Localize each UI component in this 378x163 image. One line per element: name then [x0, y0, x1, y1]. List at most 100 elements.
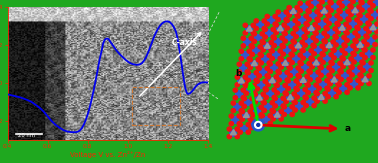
Circle shape [269, 40, 273, 44]
Circle shape [284, 18, 288, 22]
Circle shape [355, 25, 359, 30]
Circle shape [315, 92, 319, 96]
Bar [340, 11, 348, 19]
Bar [352, 67, 360, 75]
Circle shape [315, 10, 319, 14]
Circle shape [272, 44, 276, 48]
Circle shape [254, 71, 259, 75]
Circle shape [359, 0, 363, 4]
Bar [292, 55, 300, 63]
Circle shape [307, 10, 311, 14]
Circle shape [229, 122, 234, 126]
Bar [264, 103, 272, 110]
Circle shape [357, 13, 361, 17]
Circle shape [324, 18, 328, 22]
Circle shape [235, 134, 239, 139]
Circle shape [270, 101, 274, 105]
Circle shape [294, 27, 298, 31]
Circle shape [309, 0, 313, 1]
Circle shape [325, 34, 329, 38]
Circle shape [310, 65, 314, 69]
Circle shape [325, 86, 329, 90]
Circle shape [279, 117, 284, 121]
Circle shape [251, 31, 256, 35]
Circle shape [302, 27, 306, 31]
Circle shape [309, 4, 313, 8]
Circle shape [355, 18, 359, 22]
Circle shape [288, 74, 292, 78]
Circle shape [227, 134, 231, 139]
Circle shape [285, 70, 289, 74]
Polygon shape [282, 60, 288, 65]
Circle shape [349, 57, 353, 61]
Circle shape [240, 110, 245, 114]
Bar [369, 24, 377, 32]
Circle shape [271, 109, 276, 113]
Circle shape [334, 95, 338, 99]
Circle shape [366, 13, 370, 18]
Polygon shape [321, 8, 327, 13]
Circle shape [267, 61, 271, 65]
Bar [273, 111, 281, 119]
Circle shape [283, 83, 287, 87]
Circle shape [274, 75, 278, 79]
Circle shape [356, 78, 360, 82]
Circle shape [334, 87, 338, 91]
Circle shape [242, 97, 246, 101]
Circle shape [259, 53, 263, 57]
Circle shape [260, 39, 264, 44]
Polygon shape [290, 8, 296, 13]
Circle shape [343, 51, 347, 55]
Circle shape [274, 82, 278, 87]
Circle shape [312, 104, 316, 108]
Bar [308, 85, 316, 93]
Circle shape [348, 4, 352, 8]
Bar [294, 42, 302, 50]
Circle shape [249, 118, 253, 122]
Circle shape [254, 19, 259, 23]
Circle shape [279, 109, 284, 113]
Circle shape [286, 87, 290, 91]
Bar [356, 41, 364, 49]
Circle shape [329, 1, 333, 5]
Bar [373, 0, 378, 6]
Bar [320, 7, 328, 15]
Circle shape [233, 96, 237, 100]
Circle shape [245, 62, 249, 66]
Bar [276, 25, 284, 33]
Circle shape [331, 40, 335, 44]
Circle shape [357, 5, 361, 9]
Circle shape [306, 91, 310, 95]
Circle shape [262, 19, 266, 23]
Polygon shape [230, 130, 236, 135]
Bar [263, 42, 271, 50]
Circle shape [303, 87, 307, 92]
Circle shape [320, 52, 324, 56]
Bar [241, 51, 249, 59]
Circle shape [300, 48, 304, 52]
Circle shape [349, 5, 353, 9]
Circle shape [315, 17, 319, 21]
Circle shape [244, 84, 248, 88]
Circle shape [317, 79, 321, 83]
Circle shape [277, 70, 281, 74]
Circle shape [284, 10, 288, 14]
Circle shape [266, 75, 270, 79]
Circle shape [306, 9, 310, 13]
Circle shape [243, 83, 248, 87]
Circle shape [284, 99, 288, 104]
Circle shape [306, 83, 310, 87]
Circle shape [268, 69, 273, 74]
X-axis label: Voltage V vs. Zn²⁺/Zn: Voltage V vs. Zn²⁺/Zn [70, 151, 146, 158]
Circle shape [237, 62, 242, 66]
Circle shape [371, 55, 375, 60]
Bar [351, 7, 359, 15]
Bar [328, 89, 336, 97]
Bar [246, 86, 254, 93]
Circle shape [360, 8, 364, 12]
Circle shape [227, 127, 231, 131]
Circle shape [359, 82, 363, 86]
Circle shape [261, 92, 265, 96]
Circle shape [296, 66, 301, 70]
Bar [267, 16, 275, 24]
